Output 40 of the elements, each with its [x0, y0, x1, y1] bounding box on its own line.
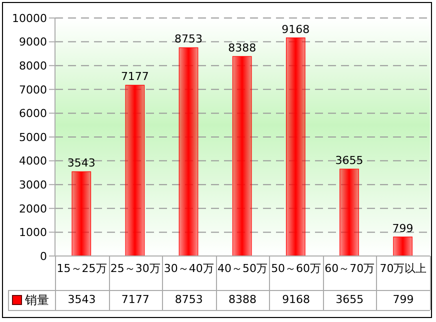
text: 8753: [174, 292, 204, 308]
bar: [232, 56, 252, 256]
text: 3543: [66, 292, 97, 308]
y-tick-label: 10000: [12, 12, 47, 25]
y-tick-label: 0: [40, 250, 47, 263]
y-tick-label: 7000: [19, 83, 47, 96]
bar: [340, 168, 359, 256]
data-label: 7177: [120, 70, 149, 84]
text: 9168: [281, 292, 312, 308]
data-label: 8753: [174, 32, 203, 46]
x-tick-label: 30～40万: [164, 262, 214, 275]
bar: [125, 84, 145, 256]
data-label: 9168: [282, 22, 310, 36]
y-tick-label: 2000: [19, 202, 47, 216]
data-label: 8388: [228, 41, 256, 54]
data-label: 799: [392, 222, 414, 235]
legend-label: 销量: [25, 292, 49, 308]
y-tick-label: 3000: [19, 178, 47, 192]
text: 8388: [227, 292, 258, 308]
y-tick-label: 8000: [19, 60, 47, 73]
y-tick-label: 9000: [19, 36, 47, 49]
x-tick-label: 60～70万: [324, 262, 375, 275]
bar: [286, 38, 306, 256]
bar: [72, 171, 92, 256]
text: 7177: [120, 292, 150, 308]
text: 3655: [334, 292, 365, 308]
data-label: 3655: [335, 154, 364, 168]
y-tick-label: 4000: [19, 154, 47, 168]
data-label: 3543: [67, 156, 96, 170]
y-tick-label: 6000: [19, 107, 47, 120]
x-tick-label: 40～50万: [218, 262, 268, 275]
x-tick-label: 70万以上: [380, 262, 427, 275]
text: 799: [392, 292, 415, 308]
y-tick-label: 5000: [19, 130, 47, 144]
x-tick-label: 15～25万: [56, 262, 107, 275]
bar: [178, 47, 198, 256]
x-tick-label: 25～30万: [110, 262, 160, 275]
x-tick-label: 50～60万: [271, 262, 322, 275]
y-tick-label: 1000: [19, 226, 47, 240]
bar: [393, 236, 412, 256]
